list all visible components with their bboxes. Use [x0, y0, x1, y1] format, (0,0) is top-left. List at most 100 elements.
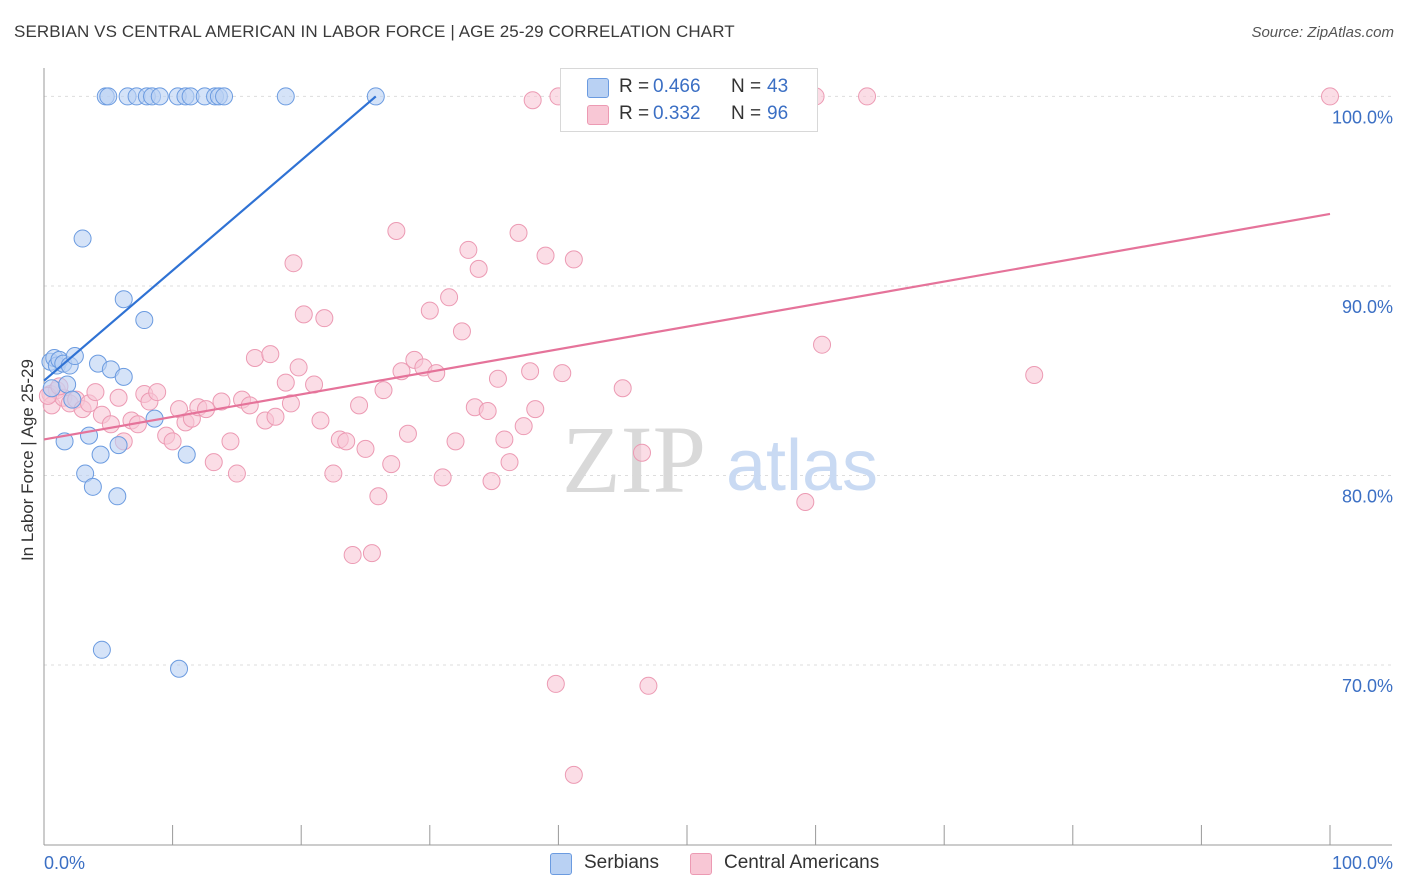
central-american-point[interactable]: [536, 246, 555, 265]
central-american-point[interactable]: [311, 411, 330, 430]
x-tick-label: 0.0%: [44, 853, 85, 873]
central-american-point[interactable]: [398, 424, 417, 443]
serbian-point[interactable]: [215, 87, 234, 106]
serbian-point[interactable]: [276, 87, 295, 106]
serbian-point[interactable]: [91, 445, 110, 464]
serbian-point[interactable]: [150, 87, 169, 106]
central-american-point[interactable]: [478, 402, 497, 421]
central-american-point[interactable]: [350, 396, 369, 415]
legend-r-value: 0.466: [653, 76, 701, 97]
central-american-point[interactable]: [488, 369, 507, 388]
central-american-point[interactable]: [564, 765, 583, 784]
central-american-point[interactable]: [369, 487, 388, 506]
central-american-point[interactable]: [813, 335, 832, 354]
trend-lines: [43, 95, 1331, 441]
central-american-point[interactable]: [148, 383, 167, 402]
y-tick-label: 80.0%: [1342, 486, 1393, 506]
central-american-point[interactable]: [564, 250, 583, 269]
central-american-point[interactable]: [495, 430, 514, 449]
serbian-point[interactable]: [58, 375, 77, 394]
central-american-point[interactable]: [276, 373, 295, 392]
central-american-point[interactable]: [553, 364, 572, 383]
central-american-point[interactable]: [315, 309, 334, 328]
serbian-point[interactable]: [73, 229, 92, 248]
legend-r-value: 0.332: [653, 103, 701, 124]
serbian-trend-line: [43, 95, 377, 382]
central-american-point[interactable]: [86, 383, 105, 402]
serbian-point[interactable]: [76, 464, 95, 483]
serbian-point[interactable]: [108, 487, 127, 506]
central-american-point[interactable]: [204, 453, 223, 472]
central-american-point[interactable]: [227, 464, 246, 483]
central-american-point[interactable]: [109, 388, 128, 407]
central-american-point[interactable]: [374, 381, 393, 400]
central-american-point[interactable]: [221, 432, 240, 451]
serbian-point[interactable]: [109, 436, 128, 455]
central-american-point[interactable]: [356, 439, 375, 458]
central-american-point[interactable]: [1025, 366, 1044, 385]
central-american-point[interactable]: [101, 415, 120, 434]
central-american-point[interactable]: [420, 301, 439, 320]
serbian-point[interactable]: [135, 311, 154, 330]
legend-swatch-serbians: [587, 78, 609, 98]
central-american-point[interactable]: [546, 674, 565, 693]
legend-n-value: 96: [767, 103, 789, 124]
central-american-point[interactable]: [521, 362, 540, 381]
serbian-point[interactable]: [83, 477, 102, 496]
central-american-point[interactable]: [459, 240, 478, 259]
central-american-point[interactable]: [500, 453, 519, 472]
central-american-point[interactable]: [526, 400, 545, 419]
serbian-point[interactable]: [114, 290, 133, 309]
central-american-point[interactable]: [452, 322, 471, 341]
central-american-point[interactable]: [163, 432, 182, 451]
central-american-point[interactable]: [382, 455, 401, 474]
central-american-point[interactable]: [514, 417, 533, 436]
serbian-point[interactable]: [170, 659, 189, 678]
y-axis-label: In Labor Force | Age 25-29: [18, 359, 37, 561]
central-american-point[interactable]: [639, 676, 658, 695]
serbian-point[interactable]: [114, 367, 133, 386]
central-american-point[interactable]: [440, 288, 459, 307]
legend-n-value: 43: [767, 76, 789, 97]
central-american-point[interactable]: [343, 546, 362, 565]
central-american-point[interactable]: [281, 394, 300, 413]
serbian-point[interactable]: [92, 640, 111, 659]
central-american-point[interactable]: [294, 305, 313, 324]
central-american-point[interactable]: [362, 544, 381, 563]
central-american-point[interactable]: [212, 392, 231, 411]
central-american-point[interactable]: [337, 432, 356, 451]
central-american-point[interactable]: [289, 358, 308, 377]
watermark-zip: ZIP: [562, 406, 706, 513]
serbian-point[interactable]: [63, 390, 82, 409]
central-american-point[interactable]: [446, 432, 465, 451]
central-american-point[interactable]: [482, 472, 501, 491]
y-tick-label: 70.0%: [1342, 676, 1393, 696]
central-american-point[interactable]: [433, 468, 452, 487]
central-american-point[interactable]: [266, 407, 285, 426]
central-american-trend-line: [43, 212, 1331, 441]
serbian-point[interactable]: [99, 87, 118, 106]
central-american-point[interactable]: [245, 348, 264, 367]
legend-row-central: R = 0.332 N = 96: [561, 101, 817, 127]
central-american-point[interactable]: [261, 345, 280, 364]
legend-label-serbians: Serbians: [584, 852, 659, 873]
serbian-point[interactable]: [42, 379, 61, 398]
central-american-point[interactable]: [632, 443, 651, 462]
central-american-point[interactable]: [523, 91, 542, 110]
legend-label-central: Central Americans: [724, 852, 880, 873]
central-american-point[interactable]: [469, 259, 488, 278]
chart-title: SERBIAN VS CENTRAL AMERICAN IN LABOR FOR…: [14, 22, 735, 41]
x-tick-label: 100.0%: [1332, 853, 1393, 873]
legend-row-serbians: R = 0.466 N = 43: [561, 74, 817, 100]
central-american-point[interactable]: [796, 492, 815, 511]
central-american-point[interactable]: [284, 254, 303, 273]
central-american-point[interactable]: [427, 364, 446, 383]
central-american-point[interactable]: [613, 379, 632, 398]
central-american-point[interactable]: [858, 87, 877, 106]
central-american-point[interactable]: [1321, 87, 1339, 106]
central-american-point[interactable]: [509, 223, 528, 242]
central-american-point[interactable]: [324, 464, 343, 483]
central-american-point[interactable]: [387, 221, 406, 240]
serbian-point[interactable]: [177, 445, 196, 464]
watermark-atlas: atlas: [726, 426, 878, 506]
